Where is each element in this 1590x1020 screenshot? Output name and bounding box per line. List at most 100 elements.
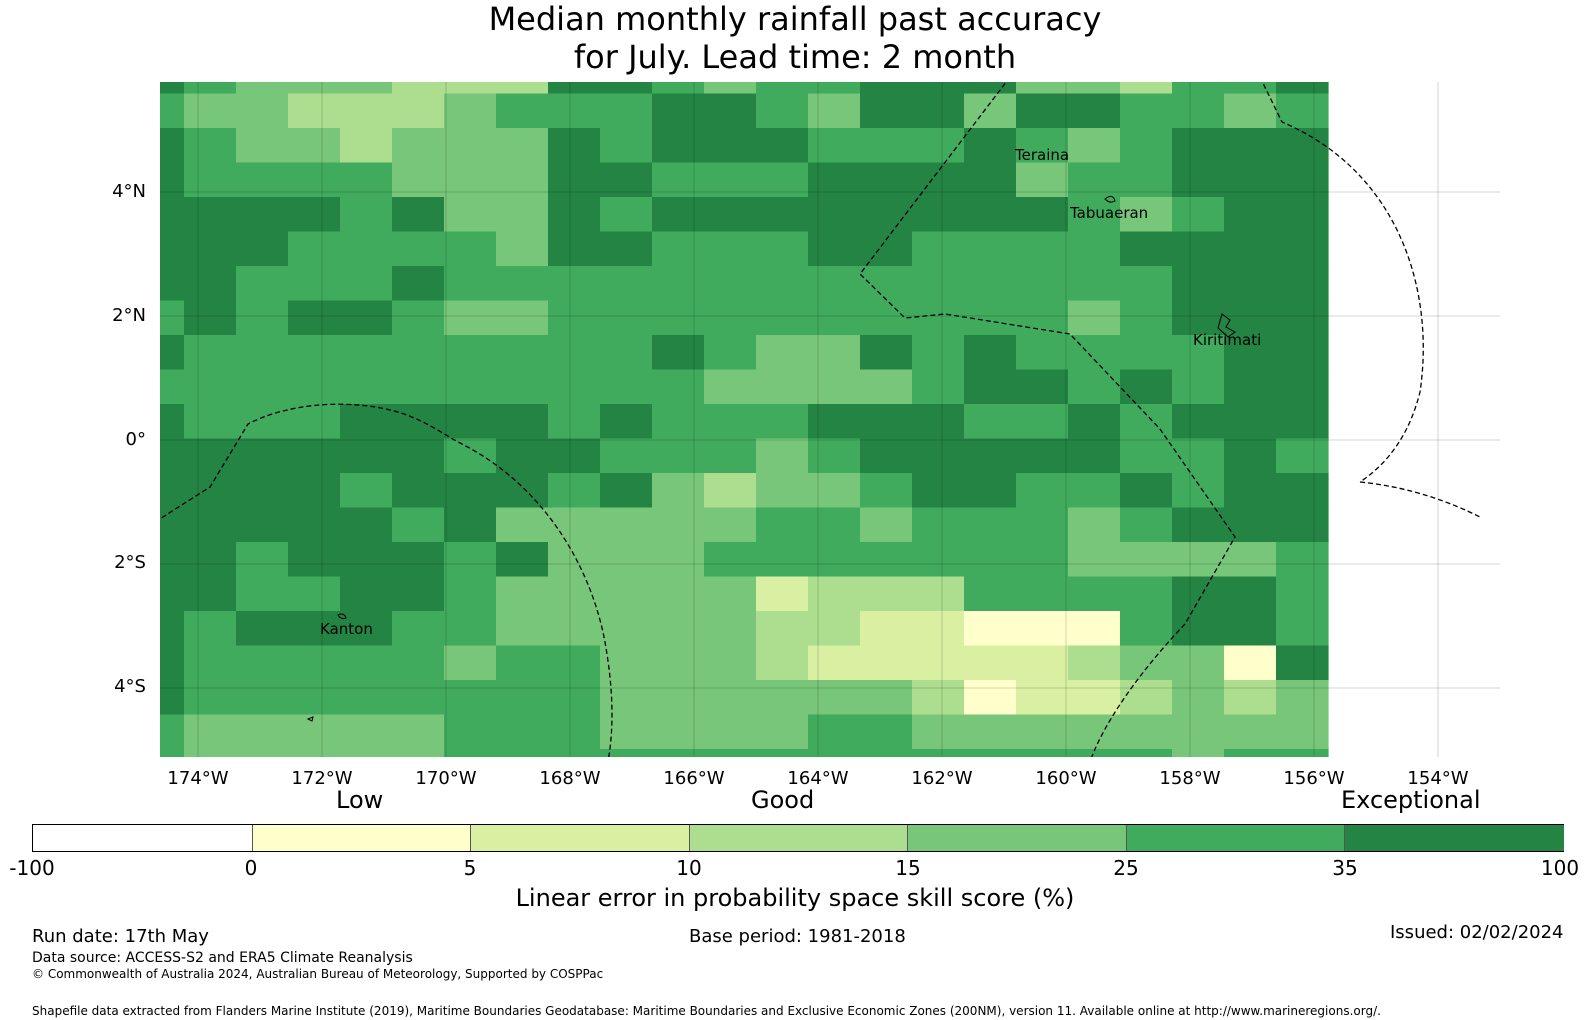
colorbar-tick: 0 — [244, 856, 258, 880]
colorbar — [32, 824, 1565, 852]
grid-cell — [236, 369, 289, 405]
grid-cell — [704, 197, 757, 233]
grid-cell — [236, 82, 289, 95]
kanton-island-shape — [337, 613, 347, 620]
grid-cell — [860, 300, 913, 336]
lon-label-174w: 174°W — [167, 768, 229, 789]
grid-cell — [600, 404, 653, 440]
grid-cell — [860, 749, 913, 757]
place-label-kanton: Kanton — [320, 620, 373, 638]
eez-boundaries — [160, 82, 1481, 757]
grid-cell — [1120, 507, 1173, 543]
grid-cell — [160, 714, 185, 750]
grid-cell — [160, 82, 185, 95]
eez-boundary-east-lower — [1359, 481, 1481, 518]
grid-cell — [912, 369, 965, 405]
grid-cell — [912, 645, 965, 681]
grid-cell — [160, 266, 185, 302]
grid-cell — [964, 369, 1017, 405]
grid-cell — [444, 680, 497, 716]
grid-cell — [652, 335, 705, 371]
grid-cell — [912, 680, 965, 716]
grid-cell — [184, 714, 237, 750]
grid-cell — [444, 369, 497, 405]
lat-label-4n: 4°N — [112, 181, 146, 202]
grid-cell — [1224, 542, 1277, 578]
grid-cell — [1068, 576, 1121, 612]
grid-cell — [548, 645, 601, 681]
grid-cell — [860, 507, 913, 543]
grid-cell — [756, 749, 809, 757]
grid-cell — [548, 369, 601, 405]
grid-cell — [1016, 611, 1069, 647]
grid-cell — [808, 404, 861, 440]
grid-cell — [912, 266, 965, 302]
grid-cell — [860, 266, 913, 302]
grid-cell — [600, 680, 653, 716]
grid-cell — [912, 300, 965, 336]
grid-cell — [548, 197, 601, 233]
grid-cell — [1120, 680, 1173, 716]
colorbar-tick: 5 — [463, 856, 477, 880]
grid-cell — [600, 507, 653, 543]
grid-cell — [652, 300, 705, 336]
issued-date: Issued: 02/02/2024 — [1390, 922, 1564, 943]
grid-cell — [160, 749, 185, 757]
grid-cell — [1172, 611, 1225, 647]
grid-cell — [1224, 300, 1277, 336]
grid-cell — [288, 231, 341, 267]
grid-cell — [160, 507, 185, 543]
grid-cell — [964, 197, 1017, 233]
grid-cell — [236, 404, 289, 440]
grid-cell — [1068, 82, 1121, 95]
grid-cell — [860, 714, 913, 750]
grid-cell — [288, 82, 341, 95]
small-islet-shape — [306, 716, 314, 722]
grid-cell — [340, 335, 393, 371]
grid-cell — [1068, 300, 1121, 336]
grid-cell — [236, 300, 289, 336]
grid-cell — [756, 335, 809, 371]
grid-cell — [236, 438, 289, 474]
grid-cell — [704, 369, 757, 405]
grid-cell — [1224, 369, 1277, 405]
grid-cell — [548, 93, 601, 129]
grid-cell — [704, 404, 757, 440]
grid-cell — [1276, 680, 1329, 716]
grid-cell — [392, 576, 445, 612]
grid-cell — [1120, 128, 1173, 164]
grid-cell — [808, 162, 861, 198]
grid-cell — [600, 162, 653, 198]
data-source: Data source: ACCESS-S2 and ERA5 Climate … — [32, 950, 413, 966]
grid-cell — [912, 128, 965, 164]
colorbar-tick: 35 — [1332, 856, 1358, 880]
grid-cell — [1068, 335, 1121, 371]
grid-cell — [912, 611, 965, 647]
grid-cell — [1224, 749, 1277, 757]
grid-cell — [600, 128, 653, 164]
kiritimati-island-shape — [1217, 313, 1236, 338]
eez-boundary-east-arc — [1261, 82, 1424, 483]
grid-cell — [756, 714, 809, 750]
grid-cell — [1068, 266, 1121, 302]
grid-cell — [1120, 93, 1173, 129]
grid-cell — [860, 645, 913, 681]
grid-cell — [1172, 231, 1225, 267]
grid-cell — [1068, 542, 1121, 578]
grid-cell — [1016, 542, 1069, 578]
grid-cell — [548, 507, 601, 543]
grid-cell — [652, 714, 705, 750]
grid-cell — [392, 611, 445, 647]
grid-cell — [184, 162, 237, 198]
grid-cell — [288, 335, 341, 371]
grid-cell — [496, 404, 549, 440]
grid-cell — [912, 473, 965, 509]
grid-cell — [392, 438, 445, 474]
grid-cell — [340, 300, 393, 336]
grid-cell — [1068, 749, 1121, 757]
grid-cell — [704, 611, 757, 647]
grid-cell — [912, 507, 965, 543]
colorbar-segment — [1125, 825, 1346, 851]
grid-cell — [1172, 473, 1225, 509]
grid-cell — [600, 611, 653, 647]
